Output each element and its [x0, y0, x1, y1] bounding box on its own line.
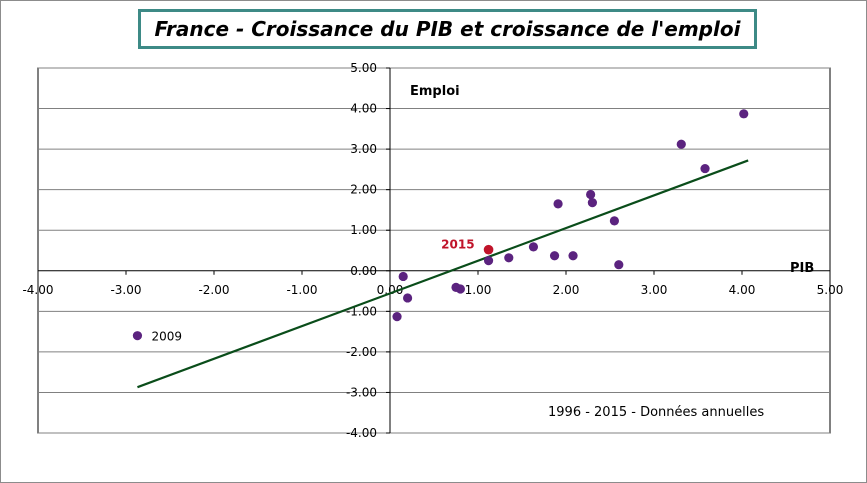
axes: [37, 67, 831, 434]
trendline-group: [137, 159, 749, 389]
point-label: 2009: [151, 330, 182, 344]
y-tick-label: -1.00: [346, 304, 377, 318]
data-point: [455, 284, 465, 294]
data-point: [700, 163, 710, 174]
highlight-point: [483, 244, 494, 255]
data-point: [676, 139, 686, 149]
y-tick-label: -2.00: [346, 345, 377, 359]
y-tick-labels: 5.00 4.00 3.00 2.00 1.00 0.00 -1.00 -2.00 -3.00 -…: [346, 61, 377, 440]
y-tick-label: -3.00: [346, 385, 377, 399]
data-point: [586, 189, 596, 200]
data-point: [403, 293, 413, 303]
x-tick-label: -1.00: [286, 283, 317, 297]
x-tick-labels: -4.00 -3.00 -2.00 -1.00 0.00 1.00 2.00 3.00 4.00…: [22, 283, 843, 297]
data-point: [568, 251, 578, 261]
gridlines: [38, 67, 830, 434]
y-tick-label: 5.00: [350, 61, 377, 75]
data-point: [528, 242, 539, 252]
data-point: [614, 260, 624, 270]
y-tick-label: 2.00: [350, 183, 377, 197]
y-axis-title: Emploi: [410, 84, 460, 99]
x-tick-label: -2.00: [198, 283, 229, 297]
data-point: [553, 199, 563, 209]
data-point: [739, 109, 749, 119]
data-points: 2009 2015: [132, 109, 749, 344]
x-tick-label: 0.00: [377, 283, 404, 297]
x-tick-label: -3.00: [110, 283, 141, 297]
x-tick-label: 1.00: [465, 283, 492, 297]
y-tick-label: 4.00: [350, 102, 377, 116]
highlight-label: 2015: [441, 238, 474, 252]
x-tick-label: 5.00: [817, 283, 844, 297]
y-tick-label: 0.00: [350, 264, 377, 278]
data-point: [483, 256, 494, 266]
x-tick-label: 3.00: [641, 283, 668, 297]
data-point: [392, 312, 402, 322]
data-point: [609, 216, 620, 226]
data-point: [587, 198, 598, 208]
data-point: [549, 251, 560, 261]
y-tick-label: 1.00: [350, 223, 377, 237]
x-axis-title: PIB: [790, 261, 814, 276]
data-source-note: 1996 - 2015 - Données annuelles: [548, 405, 764, 420]
y-tick-label: -4.00: [346, 426, 377, 440]
trendline: [137, 159, 749, 389]
x-tick-label: -4.00: [22, 283, 53, 297]
plot-area: [37, 67, 831, 434]
data-point: [504, 253, 514, 263]
y-tick-label: 3.00: [350, 142, 377, 156]
chart-title: France - Croissance du PIB et croissance…: [138, 9, 757, 49]
data-point: [398, 271, 408, 282]
x-tick-label: 2.00: [553, 283, 580, 297]
data-point: [132, 331, 143, 341]
x-tick-label: 4.00: [729, 283, 756, 297]
